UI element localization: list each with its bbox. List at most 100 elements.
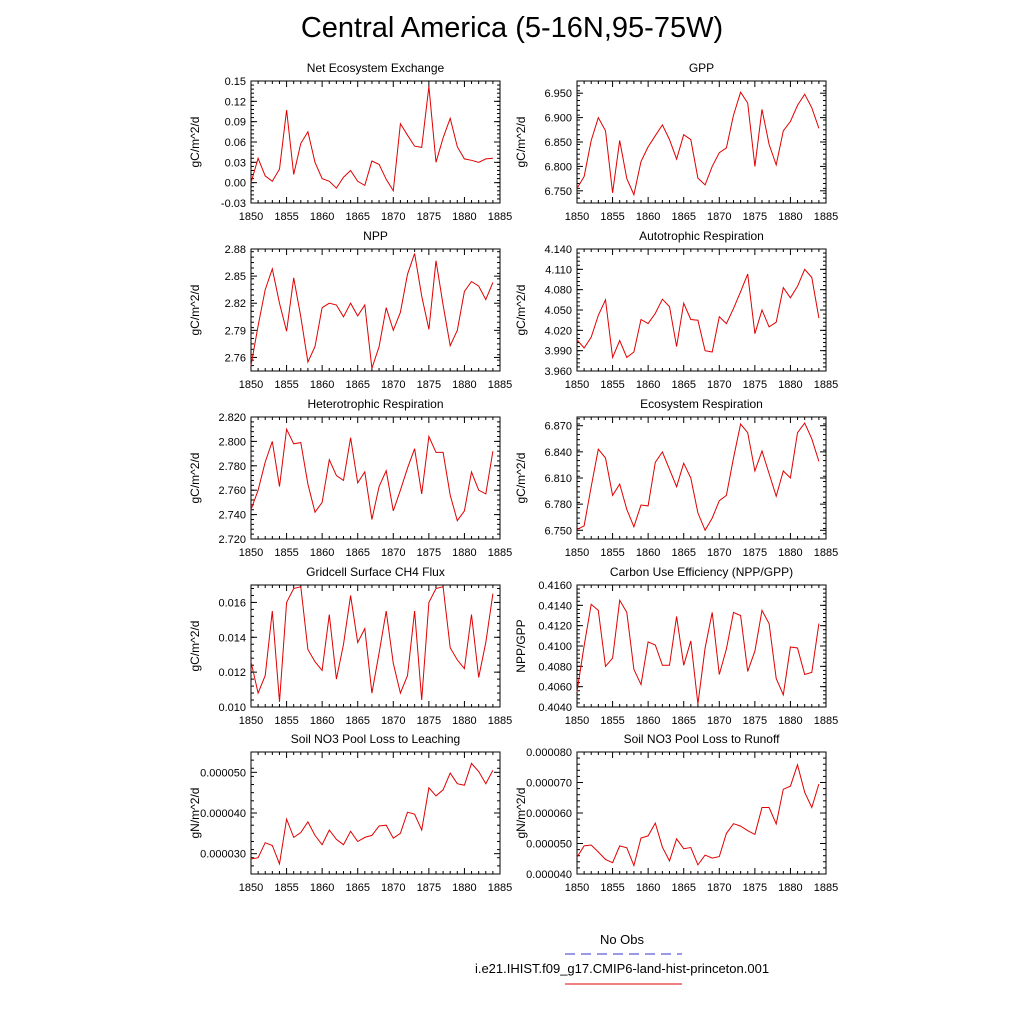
panel-title: Net Ecosystem Exchange <box>307 61 445 75</box>
y-tick-label: 0.000030 <box>200 849 246 861</box>
x-tick-label: 1875 <box>417 379 441 391</box>
panel-9: Soil NO3 Pool Loss to Runoff gN/m^2/d 1850… <box>514 732 838 894</box>
panel-title: GPP <box>689 61 714 75</box>
y-tick-label: 4.020 <box>544 325 572 337</box>
y-tick-label: 2.720 <box>218 534 246 546</box>
x-tick-label: 1860 <box>636 379 660 391</box>
y-tick-label: 2.820 <box>218 412 246 424</box>
y-axis-label: gC/m^2/d <box>188 453 202 504</box>
series-line <box>250 253 494 369</box>
y-tick-label: 2.82 <box>225 298 246 310</box>
y-tick-label: 0.09 <box>225 117 246 129</box>
y-tick-label: 4.050 <box>544 305 572 317</box>
y-tick-label: 0.000070 <box>526 778 572 790</box>
series-line <box>576 598 820 705</box>
x-tick-label: 1860 <box>310 379 334 391</box>
y-tick-label: 0.000080 <box>526 747 572 759</box>
y-tick-label: 2.740 <box>218 510 246 522</box>
y-tick-label: 0.000050 <box>526 839 572 851</box>
y-tick-label: 2.88 <box>225 244 246 256</box>
y-tick-label: 6.780 <box>544 499 572 511</box>
x-tick-label: 1885 <box>488 211 512 223</box>
panel-title: Gridcell Surface CH4 Flux <box>306 565 445 579</box>
panel-4: Heterotrophic Respiration gC/m^2/d 1850 185… <box>188 397 512 559</box>
series-line <box>576 763 820 868</box>
y-axis-label: gC/m^2/d <box>188 285 202 336</box>
y-tick-label: 4.110 <box>545 264 572 276</box>
y-tick-label: 6.750 <box>544 525 572 537</box>
x-tick-label: 1880 <box>778 547 802 559</box>
y-tick-label: 0.4120 <box>538 621 572 633</box>
y-tick-label: 0.010 <box>218 702 246 714</box>
x-tick-label: 1855 <box>600 882 624 894</box>
panel-title: Ecosystem Respiration <box>640 397 763 411</box>
y-tick-label: 4.140 <box>544 244 572 256</box>
series-line <box>250 586 494 702</box>
legend-model-label: i.e21.IHIST.f09_g17.CMIP6-land-hist-prin… <box>474 961 770 976</box>
x-tick-label: 1860 <box>310 211 334 223</box>
y-tick-label: 6.950 <box>544 88 572 100</box>
x-tick-label: 1870 <box>381 715 405 727</box>
x-tick-label: 1875 <box>417 882 441 894</box>
panel-0: Net Ecosystem Exchange gC/m^2/d 1850 1855 18… <box>188 61 512 223</box>
y-axis-label: gC/m^2/d <box>188 117 202 168</box>
x-tick-label: 1865 <box>671 379 695 391</box>
y-axis-label: gC/m^2/d <box>514 453 528 504</box>
x-tick-label: 1855 <box>600 715 624 727</box>
y-tick-label: 2.760 <box>218 485 246 497</box>
x-tick-label: 1860 <box>636 715 660 727</box>
y-tick-label: 6.850 <box>544 137 572 149</box>
x-tick-label: 1860 <box>636 211 660 223</box>
y-tick-label: 0.4060 <box>538 682 572 694</box>
x-tick-label: 1850 <box>239 882 263 894</box>
y-tick-label: 0.000050 <box>200 767 246 779</box>
y-tick-label: 0.4040 <box>538 702 572 714</box>
plot-frame <box>250 248 501 372</box>
legend-obs-label: No Obs <box>599 932 645 947</box>
panel-title: Heterotrophic Respiration <box>307 397 443 411</box>
x-tick-label: 1870 <box>381 882 405 894</box>
y-tick-label: 0.000040 <box>200 808 246 820</box>
x-tick-label: 1880 <box>778 379 802 391</box>
panel-2: NPP gC/m^2/d 1850 1855 1860 1865 1870 1875 1880 1… <box>188 229 512 391</box>
x-tick-label: 1855 <box>274 211 298 223</box>
panel-title: NPP <box>363 229 388 243</box>
y-tick-label: 2.79 <box>225 325 246 337</box>
x-tick-label: 1865 <box>671 211 695 223</box>
y-tick-label: 0.12 <box>225 96 246 108</box>
x-tick-label: 1885 <box>814 882 838 894</box>
x-tick-label: 1870 <box>707 379 731 391</box>
y-axis-label: gN/m^2/d <box>514 788 528 839</box>
x-tick-label: 1855 <box>274 547 298 559</box>
y-axis-label: gN/m^2/d <box>188 788 202 839</box>
panel-6: Gridcell Surface CH4 Flux gC/m^2/d 1850 185… <box>188 565 512 727</box>
y-tick-label: 0.15 <box>225 76 246 88</box>
y-tick-label: 6.840 <box>544 447 572 459</box>
x-tick-label: 1875 <box>417 211 441 223</box>
x-tick-label: 1850 <box>239 715 263 727</box>
panel-5: Ecosystem Respiration gC/m^2/d 1850 1855 186… <box>514 397 838 559</box>
x-tick-label: 1875 <box>417 547 441 559</box>
y-tick-label: 0.4160 <box>538 580 572 592</box>
x-tick-label: 1880 <box>452 211 476 223</box>
y-tick-label: 0.000040 <box>526 869 572 881</box>
x-tick-label: 1855 <box>274 715 298 727</box>
series-line <box>576 91 820 197</box>
x-tick-label: 1885 <box>488 715 512 727</box>
x-tick-label: 1870 <box>381 211 405 223</box>
x-tick-label: 1875 <box>743 715 767 727</box>
x-tick-label: 1860 <box>310 882 334 894</box>
y-tick-label: 0.00 <box>225 178 246 190</box>
x-tick-label: 1850 <box>239 547 263 559</box>
x-tick-label: 1865 <box>671 715 695 727</box>
plot-frame <box>250 584 501 708</box>
x-tick-label: 1870 <box>707 882 731 894</box>
y-tick-label: 6.900 <box>544 113 572 125</box>
y-axis-label: gC/m^2/d <box>514 285 528 336</box>
y-tick-label: 0.016 <box>218 597 246 609</box>
y-tick-label: 0.000060 <box>526 808 572 820</box>
x-tick-label: 1870 <box>707 715 731 727</box>
panel-title: Soil NO3 Pool Loss to Leaching <box>291 732 460 746</box>
y-tick-label: 0.4140 <box>538 600 572 612</box>
